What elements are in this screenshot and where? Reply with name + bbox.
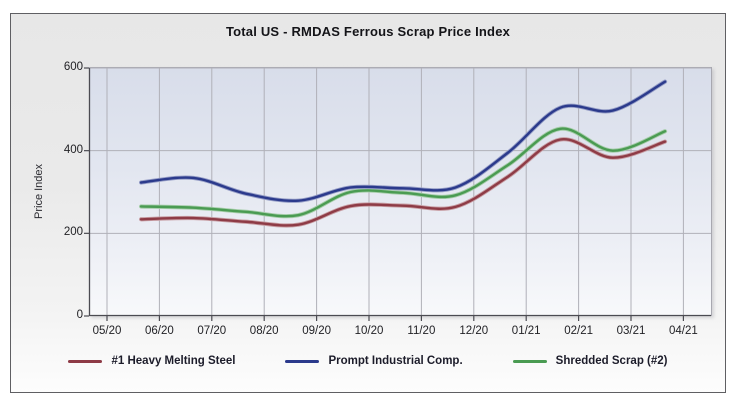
legend-item: Prompt Industrial Comp.	[285, 355, 463, 367]
legend-label: Prompt Industrial Comp.	[328, 355, 463, 367]
series-line	[139, 138, 667, 227]
chart-legend: #1 Heavy Melting Steel Prompt Industrial …	[11, 355, 725, 367]
legend-label: Shredded Scrap (#2)	[555, 355, 668, 367]
series-line	[139, 80, 667, 203]
chart-title: Total US - RMDAS Ferrous Scrap Price Ind…	[225, 24, 511, 39]
x-tick-label: 08/20	[249, 325, 279, 337]
x-tick-label: 05/20	[92, 325, 122, 337]
legend-line-swatch	[285, 359, 320, 363]
x-tick-label: 07/20	[197, 325, 227, 337]
plot-area	[84, 67, 712, 321]
x-tick-label: 01/21	[511, 325, 541, 337]
legend-line-swatch	[68, 359, 103, 363]
series-line-glow	[138, 79, 668, 203]
series-line	[139, 127, 667, 218]
x-tick-label: 02/21	[564, 325, 593, 337]
x-tick-label: 06/20	[145, 325, 174, 337]
series-line-glow	[138, 126, 668, 219]
y-axis-title: Price Index	[33, 163, 45, 219]
legend-item: Shredded Scrap (#2)	[512, 355, 668, 367]
x-tick-label: 03/21	[616, 325, 646, 337]
y-tick-label: 0	[76, 309, 83, 321]
x-tick-label: 12/20	[459, 325, 489, 337]
x-tick-label: 04/21	[669, 325, 698, 337]
chart-panel: Total US - RMDAS Ferrous Scrap Price Ind…	[10, 13, 726, 393]
x-tick-label: 11/20	[407, 325, 436, 337]
y-tick-label: 600	[63, 61, 83, 73]
legend-item: #1 Heavy Melting Steel	[68, 355, 235, 367]
y-tick-label: 200	[63, 226, 83, 239]
y-tick-label: 400	[63, 143, 83, 156]
line-chart-svg	[84, 67, 711, 321]
x-tick-label: 10/20	[354, 325, 384, 337]
x-tick-label: 09/20	[302, 325, 331, 337]
legend-label: #1 Heavy Melting Steel	[111, 355, 236, 367]
series-line-glow	[138, 137, 668, 228]
legend-line-swatch	[512, 359, 547, 363]
